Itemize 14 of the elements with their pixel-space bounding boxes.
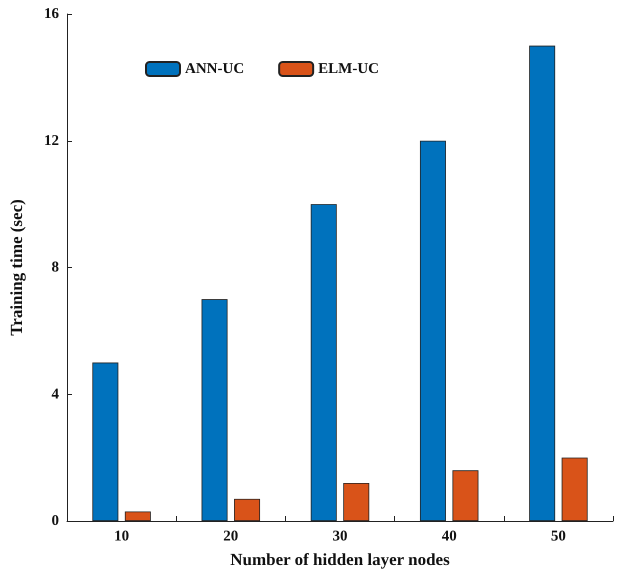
- y-tick-label: 12: [44, 132, 59, 149]
- x-tick-label: 10: [114, 528, 130, 544]
- x-tick-label: 40: [442, 528, 457, 544]
- x-tick-label: 30: [332, 528, 348, 544]
- legend-label: ANN-UC: [185, 61, 244, 77]
- y-tick-label: 0: [52, 513, 59, 529]
- y-tick-label: 4: [52, 386, 60, 402]
- x-tick-label: 50: [550, 528, 566, 544]
- legend-label: ELM-UC: [318, 61, 379, 77]
- y-tick-label: 8: [52, 260, 59, 276]
- x-tick-label: 20: [223, 528, 238, 544]
- y-tick-label: 16: [44, 6, 60, 22]
- x-axis-title: Number of hidden layer nodes: [230, 550, 450, 569]
- y-axis-title: Training time (sec): [7, 199, 26, 336]
